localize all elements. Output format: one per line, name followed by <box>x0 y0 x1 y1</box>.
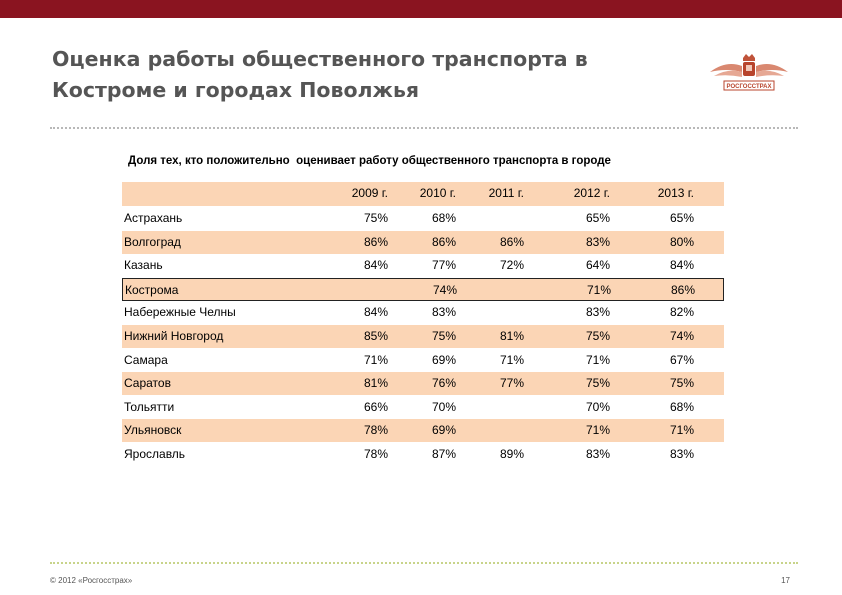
value-cell: 69% <box>431 352 456 367</box>
value-cell: 64% <box>585 258 610 273</box>
table-row: Ярославль 78% 87% 89% 83% 83% <box>122 443 724 466</box>
value-cell: 89% <box>499 447 524 461</box>
city-name: Самара <box>124 352 168 367</box>
title-line-1: Оценка работы общественного транспорта в <box>52 47 588 71</box>
value-cell: 66% <box>363 399 388 414</box>
value-cell: 75% <box>431 329 456 343</box>
table-row: Нижний Новгород 85% 75% 81% 75% 74% <box>122 325 724 348</box>
value-cell: 77% <box>431 258 456 273</box>
city-name: Ярославль <box>124 447 186 461</box>
value-cell: 78% <box>363 423 388 438</box>
value-cell: 72% <box>499 258 524 273</box>
page-number: 17 <box>781 576 790 585</box>
value-cell: 71% <box>669 423 694 438</box>
value-cell: 86% <box>499 234 524 249</box>
value-cell: 86% <box>670 282 695 297</box>
value-cell: 75% <box>363 211 388 225</box>
value-cell: 83% <box>585 234 610 249</box>
table-row: Казань 84% 77% 72% 64% 84% <box>122 254 724 277</box>
value-cell: 83% <box>431 305 456 320</box>
value-cell: 71% <box>585 423 610 438</box>
divider-bottom <box>50 562 798 564</box>
value-cell: 75% <box>585 376 610 391</box>
column-header: 2012 г. <box>573 186 610 200</box>
top-bar <box>0 0 842 18</box>
value-cell: 71% <box>586 282 611 297</box>
value-cell: 81% <box>499 329 524 343</box>
value-cell: 80% <box>669 234 694 249</box>
value-cell: 75% <box>585 329 610 343</box>
city-name: Астрахань <box>124 211 183 225</box>
table-row: Тольятти 66% 70% 70% 68% <box>122 396 724 419</box>
column-header-bar <box>122 182 724 206</box>
title-line-2: Костроме и городах Поволжья <box>52 78 420 102</box>
value-cell: 67% <box>669 352 694 367</box>
value-cell: 74% <box>669 329 694 343</box>
city-name: Набережные Челны <box>124 305 236 320</box>
city-name: Тольятти <box>124 399 175 414</box>
value-cell: 68% <box>431 211 456 225</box>
value-cell: 76% <box>431 376 456 391</box>
city-name: Волгоград <box>124 234 181 249</box>
value-cell: 82% <box>669 305 694 320</box>
value-cell: 78% <box>363 447 388 461</box>
value-cell: 71% <box>585 352 610 367</box>
value-cell: 84% <box>363 258 388 273</box>
value-cell: 69% <box>431 423 456 438</box>
value-cell: 84% <box>363 305 388 320</box>
city-name: Ульяновск <box>124 423 182 438</box>
value-cell: 87% <box>431 447 456 461</box>
value-cell: 86% <box>431 234 456 249</box>
value-cell: 83% <box>585 447 610 461</box>
city-name: Кострома <box>125 282 179 297</box>
table-row: Саратов 81% 76% 77% 75% 75% <box>122 372 724 396</box>
table-row: Волгоград 86% 86% 86% 83% 80% <box>122 230 724 254</box>
value-cell: 70% <box>431 399 456 414</box>
table-row: Набережные Челны 84% 83% 83% 82% <box>122 301 724 324</box>
column-header: 2013 г. <box>657 186 694 200</box>
rosgosstrakh-logo: РОСГОССТРАХ <box>710 54 788 91</box>
logo-wordmark: РОСГОССТРАХ <box>727 84 772 90</box>
value-cell: 84% <box>669 258 694 273</box>
value-cell: 74% <box>432 282 457 297</box>
table-row: Кострома 74% 71% 86% <box>122 277 724 301</box>
divider-top <box>50 127 798 129</box>
slide-title: Оценка работы общественного транспорта в… <box>52 44 692 106</box>
table-subtitle: Доля тех, кто положительно оценивает раб… <box>128 155 611 167</box>
city-name: Нижний Новгород <box>124 329 224 343</box>
footer-copyright: © 2012 «Росгосстрах» <box>50 576 133 585</box>
table-row: Самара 71% 69% 71% 71% 67% <box>122 349 724 372</box>
value-cell: 77% <box>499 376 524 391</box>
city-name: Саратов <box>124 376 171 391</box>
table-row: Астрахань 75% 68% 65% 65% <box>122 207 724 230</box>
value-cell: 71% <box>363 352 388 367</box>
value-cell: 71% <box>499 352 524 367</box>
column-header: 2010 г. <box>419 186 456 200</box>
value-cell: 75% <box>669 376 694 391</box>
table-row: Ульяновск 78% 69% 71% 71% <box>122 419 724 443</box>
value-cell: 86% <box>363 234 388 249</box>
value-cell: 68% <box>669 399 694 414</box>
value-cell: 83% <box>585 305 610 320</box>
value-cell: 83% <box>669 447 694 461</box>
value-cell: 65% <box>669 211 694 225</box>
value-cell: 70% <box>585 399 610 414</box>
value-cell: 85% <box>363 329 388 343</box>
column-header: 2009 г. <box>351 186 388 200</box>
value-cell: 81% <box>363 376 388 391</box>
column-header: 2011 г. <box>488 186 524 200</box>
city-name: Казань <box>124 258 163 273</box>
value-cell: 65% <box>585 211 610 225</box>
